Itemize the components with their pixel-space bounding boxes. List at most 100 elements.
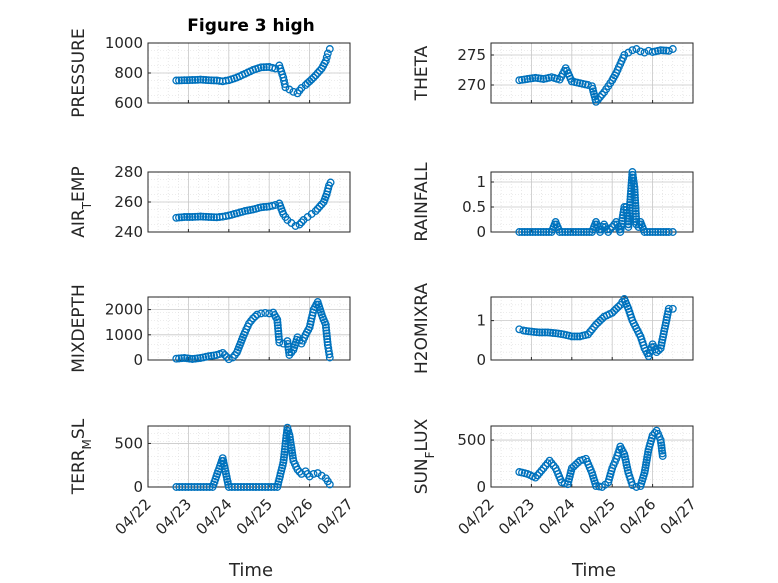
y-axis-label-4: MIXDEPTH: [69, 284, 89, 373]
data-point: [630, 185, 639, 194]
subplot-mixdepth: 0 1000 2000 MIXDEPTH: [69, 284, 351, 373]
data-point: [251, 312, 260, 321]
data-point: [636, 47, 645, 56]
data-point: [533, 471, 542, 480]
y-axis-label-2: AIRTEMP: [69, 166, 94, 237]
data-point: [570, 332, 579, 341]
data-point: [191, 75, 200, 84]
data-point: [193, 212, 202, 221]
data-point: [283, 423, 292, 432]
x-tick-label: 04/25: [576, 495, 619, 538]
data-point: [531, 473, 540, 482]
data-point: [594, 95, 603, 104]
data-point: [193, 75, 202, 84]
data-point: [530, 327, 539, 336]
data-point: [180, 76, 189, 85]
data-point: [594, 318, 603, 327]
data-point: [199, 75, 208, 84]
y-tick-label: 800: [114, 64, 143, 82]
data-point: [659, 228, 668, 236]
data-point: [322, 326, 331, 335]
data-point: [657, 444, 666, 453]
data-point: [326, 178, 335, 187]
data-point: [273, 321, 282, 330]
data-point: [542, 228, 551, 236]
data-point: [590, 323, 598, 331]
data-point: [274, 324, 282, 333]
data-point: [658, 449, 667, 458]
data-point: [274, 332, 283, 341]
data-point: [274, 329, 283, 338]
data-point: [663, 313, 671, 322]
data-point: [274, 327, 283, 335]
data-point: [253, 310, 262, 319]
data-point: [185, 76, 194, 85]
data-point: [555, 228, 564, 236]
y-tick-label: 500: [114, 434, 143, 452]
data-point: [520, 228, 529, 236]
data-point: [558, 228, 567, 236]
data-point: [271, 201, 280, 209]
data-point: [577, 228, 586, 236]
data-point: [520, 75, 529, 84]
data-point: [325, 45, 334, 53]
data-point: [193, 354, 202, 363]
y-tick-label: 600: [114, 94, 143, 112]
data-point: [616, 228, 625, 236]
data-point: [522, 326, 530, 335]
data-point: [624, 48, 633, 57]
data-point: [526, 228, 535, 236]
data-point: [523, 228, 532, 236]
data-point: [582, 228, 591, 236]
data-point: [281, 83, 290, 92]
data-point: [592, 97, 600, 106]
data-point: [224, 355, 233, 364]
data-point: [657, 438, 665, 447]
data-point: [531, 228, 540, 236]
data-point: [523, 75, 532, 83]
data-point: [645, 228, 654, 236]
subplot-air-temp: 240 260 280 AIRTEMP: [69, 163, 351, 241]
data-point: [309, 469, 318, 478]
data-point: [630, 188, 639, 197]
data-point: [172, 76, 181, 85]
data-point: [656, 228, 665, 236]
x-tick-label: 04/26: [273, 495, 316, 538]
data-point: [632, 45, 641, 53]
data-point: [596, 316, 605, 325]
data-point: [631, 199, 640, 208]
data-point: [175, 76, 183, 85]
data-point: [321, 320, 330, 329]
data-point: [528, 74, 537, 83]
data-point: [325, 353, 334, 362]
data-point: [624, 220, 633, 229]
data-point: [325, 480, 334, 489]
data-point: [658, 446, 666, 455]
x-tick-label: 04/27: [314, 495, 357, 538]
data-point: [515, 76, 524, 85]
data-point: [262, 202, 271, 211]
data-point: [538, 328, 547, 337]
data-point: [620, 51, 629, 59]
data-point: [668, 228, 677, 236]
data-point: [518, 75, 526, 84]
data-point: [275, 338, 284, 347]
data-point: [535, 468, 544, 477]
data-point: [658, 335, 667, 344]
data-point: [207, 76, 216, 85]
data-point: [280, 450, 289, 459]
figure-title: Figure 3 high: [187, 16, 315, 36]
data-point: [668, 45, 677, 53]
data-point: [273, 315, 282, 324]
y-tick-label: 280: [114, 163, 143, 181]
data-point: [191, 212, 200, 221]
data-point: [554, 329, 563, 338]
data-point: [612, 304, 621, 313]
data-point: [659, 46, 668, 55]
data-point: [546, 328, 555, 337]
x-tick-label: 04/23: [152, 495, 195, 538]
data-point: [563, 228, 572, 236]
y-tick-label: 0: [476, 223, 486, 241]
